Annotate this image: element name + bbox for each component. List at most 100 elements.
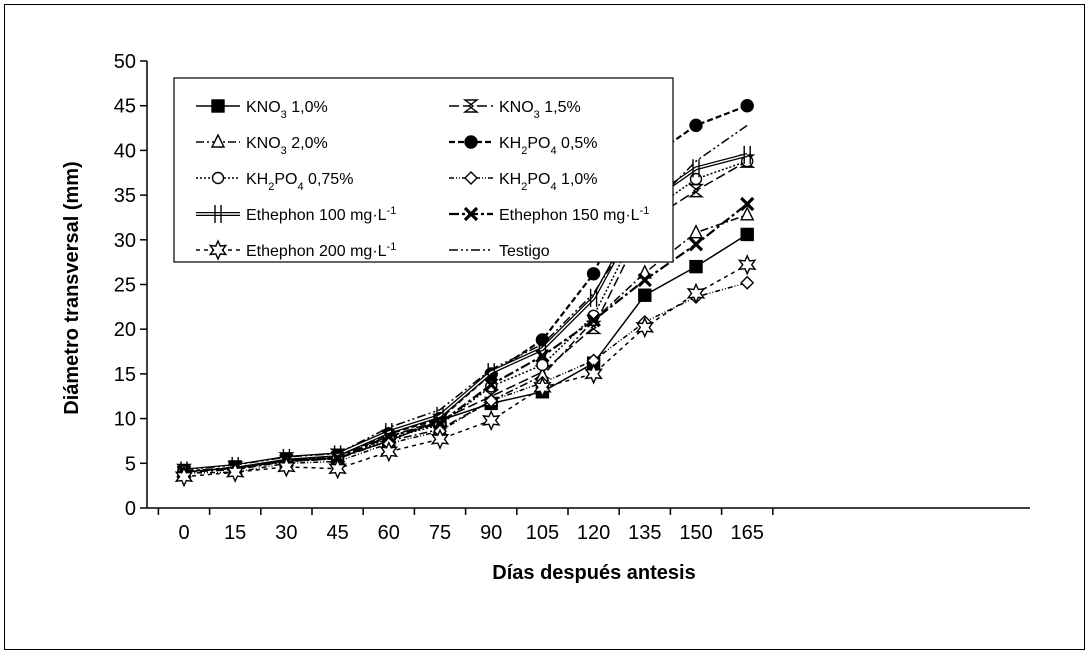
legend-label: Ethephon 200 mg·L-1 xyxy=(246,241,396,260)
data-point xyxy=(689,118,703,133)
y-tick-label: 45 xyxy=(114,96,136,118)
data-point xyxy=(740,206,755,221)
legend-marker xyxy=(208,239,228,261)
legend-label: KH2PO4 1,0% xyxy=(499,171,598,193)
y-tick-label: 20 xyxy=(114,319,136,341)
data-point xyxy=(430,428,450,450)
data-point xyxy=(584,363,603,385)
data-point xyxy=(689,259,703,274)
data-point xyxy=(379,440,399,463)
data-point xyxy=(432,415,448,431)
data-point xyxy=(484,393,499,408)
legend-entry: KH2PO4 0,5% xyxy=(449,135,598,157)
legend-entry: KNO3 1,0% xyxy=(196,99,328,121)
data-point xyxy=(585,320,602,335)
figure-frame xyxy=(4,4,1085,650)
data-point xyxy=(586,313,601,328)
data-point xyxy=(381,429,396,444)
legend-marker xyxy=(463,206,479,222)
data-point xyxy=(737,254,757,276)
x-tick-label: 150 xyxy=(679,522,712,544)
data-point xyxy=(689,172,703,186)
series-line xyxy=(183,264,748,478)
legend: KNO3 1,0% KNO3 1,5% KNO3 2,0% KH2PO4 0,5% KH… xyxy=(173,77,674,263)
data-point xyxy=(589,288,598,307)
legend-entry: Ethephon 100 mg·L-1 xyxy=(196,205,396,224)
x-tick-label: 45 xyxy=(326,522,348,544)
data-point xyxy=(692,159,700,178)
x-tick-label: 60 xyxy=(378,522,400,544)
x-axis-label: Días después antesis xyxy=(492,562,695,584)
series-line xyxy=(183,203,748,473)
x-tick-label: 0 xyxy=(178,522,189,544)
legend-entry: Testigo xyxy=(449,243,550,260)
legend-label: Ethephon 100 mg·L-1 xyxy=(246,205,396,224)
legend-marker xyxy=(211,171,225,185)
x-tick-label: 15 xyxy=(224,522,246,544)
y-tick-label: 5 xyxy=(125,453,136,475)
x-tick-label: 135 xyxy=(628,522,661,544)
x-tick-label: 75 xyxy=(429,522,451,544)
data-point xyxy=(743,145,751,164)
series-5 xyxy=(177,275,755,481)
x-tick-label: 165 xyxy=(731,522,764,544)
y-tick-label: 35 xyxy=(114,185,136,207)
legend-entry: KNO3 1,5% xyxy=(449,99,581,121)
legend-entry: KH2PO4 0,75% xyxy=(196,171,353,193)
y-tick-label: 25 xyxy=(114,275,136,297)
data-point xyxy=(225,461,245,483)
data-point xyxy=(635,316,655,339)
data-point xyxy=(740,275,755,290)
data-point xyxy=(536,358,549,372)
data-point xyxy=(637,272,652,288)
data-point xyxy=(174,465,194,488)
legend-label: KNO3 1,0% xyxy=(246,99,328,121)
y-axis-label: Diámetro transversal (mm) xyxy=(61,161,83,414)
series-line xyxy=(183,214,748,473)
legend-label: KNO3 2,0% xyxy=(246,135,328,157)
legend-marker xyxy=(210,133,226,148)
legend-marker xyxy=(464,171,478,185)
legend-label: Testigo xyxy=(499,243,550,260)
legend-label: KH2PO4 0,75% xyxy=(246,171,353,193)
y-axis-ticks: 0 5 10 15 20 25 30 35 40 45 50 xyxy=(114,51,147,520)
legend-marker xyxy=(211,99,225,113)
legend-marker xyxy=(214,205,222,223)
legend-label: Ethephon 150 mg·L-1 xyxy=(499,205,649,224)
data-point xyxy=(688,237,704,252)
data-point xyxy=(586,267,601,281)
y-tick-label: 40 xyxy=(114,140,136,162)
x-tick-label: 120 xyxy=(577,522,610,544)
y-tick-label: 10 xyxy=(114,409,136,431)
legend-entry: Ethephon 200 mg·L-1 xyxy=(196,239,396,261)
legend-box xyxy=(173,77,674,263)
legend-marker xyxy=(464,135,478,149)
data-point xyxy=(328,457,347,480)
y-tick-label: 30 xyxy=(114,230,136,252)
data-point xyxy=(533,376,552,399)
data-point xyxy=(481,409,501,432)
data-point xyxy=(535,348,550,364)
y-tick-label: 50 xyxy=(114,51,136,73)
series-line xyxy=(183,281,748,474)
data-point xyxy=(688,224,704,239)
data-point xyxy=(484,377,499,392)
data-point xyxy=(687,183,705,198)
x-tick-label: 90 xyxy=(480,522,502,544)
legend-label: KNO3 1,5% xyxy=(499,99,581,121)
legend-label: KH2PO4 0,5% xyxy=(499,135,598,157)
x-axis-ticks: 0 15 30 45 60 75 90 105 120 135 150 165 xyxy=(157,508,774,544)
data-point xyxy=(638,288,652,302)
x-tick-label: 105 xyxy=(526,522,559,544)
data-point xyxy=(277,456,296,478)
series-line xyxy=(183,233,748,473)
legend-entry: KNO3 2,0% xyxy=(196,133,328,157)
data-point xyxy=(740,98,754,113)
legend-entry: Ethephon 150 mg·L-1 xyxy=(449,205,649,224)
x-tick-label: 30 xyxy=(275,522,297,544)
legend-marker xyxy=(462,99,480,113)
y-tick-label: 15 xyxy=(114,364,136,386)
series-8 xyxy=(174,254,757,488)
data-point xyxy=(686,282,706,305)
